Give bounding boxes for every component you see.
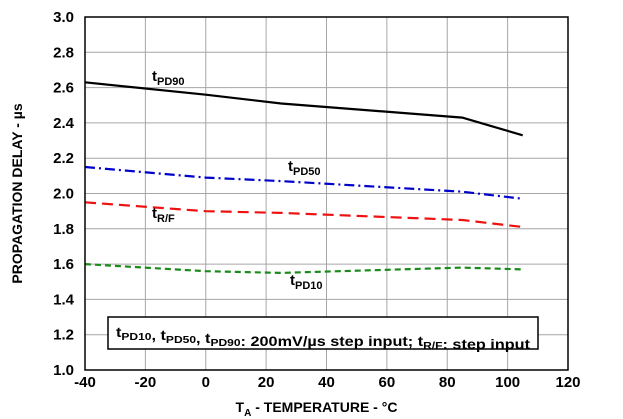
annotation-box: tPD10, tPD50, tPD90: 200mV/µs step input… (107, 316, 539, 352)
x-tick-label: 100 (495, 374, 520, 391)
y-tick-label: 2.2 (53, 150, 74, 167)
series-label-tpd10: tPD10 (290, 272, 323, 292)
y-tick-label: 2.4 (53, 115, 75, 132)
y-tick-label: 3.0 (53, 9, 74, 26)
x-tick-label: 60 (379, 374, 396, 391)
series-line-tpd90 (84, 81, 524, 137)
x-tick-label: -40 (74, 374, 96, 391)
annotation-frame (107, 316, 539, 350)
series-lines (84, 81, 524, 275)
series-label-tpd90: tPD90 (152, 68, 185, 88)
y-tick-label: 1.0 (53, 362, 74, 379)
x-tick-label: 20 (258, 374, 275, 391)
y-tick-label: 2.6 (53, 80, 74, 97)
series-label-tpd50: tPD50 (288, 158, 321, 178)
series-line-trf (84, 201, 523, 229)
x-tick-label: -20 (135, 374, 157, 391)
x-tick-label: 0 (202, 374, 210, 391)
x-tick-label: 80 (439, 374, 456, 391)
tick-labels: -40 -20 0 20 40 60 80 100 120 1.0 1.2 1.4 1.6 1.8 2.0 2… (53, 9, 580, 391)
y-tick-label: 2.0 (53, 186, 74, 203)
x-tick-label: 40 (318, 374, 335, 391)
y-tick-label: 2.8 (53, 44, 74, 61)
y-axis-title: PROPAGATION DELAY - µs (9, 103, 25, 283)
y-tick-label: 1.4 (53, 291, 75, 308)
series-line-tpd10 (84, 263, 523, 275)
annotation-text: tPD10, tPD50, tPD90: 200mV/µs step input… (116, 325, 531, 352)
x-tick-label: 120 (555, 374, 580, 391)
y-tick-label: 1.6 (53, 256, 74, 273)
plot-frame (84, 16, 569, 371)
y-tick-label: 1.2 (53, 327, 74, 344)
series-line-tpd50 (84, 165, 523, 200)
y-tick-label: 1.8 (53, 221, 74, 238)
grid-lines (85, 17, 568, 370)
x-axis-title: TA - TEMPERATURE - °C (236, 399, 398, 419)
